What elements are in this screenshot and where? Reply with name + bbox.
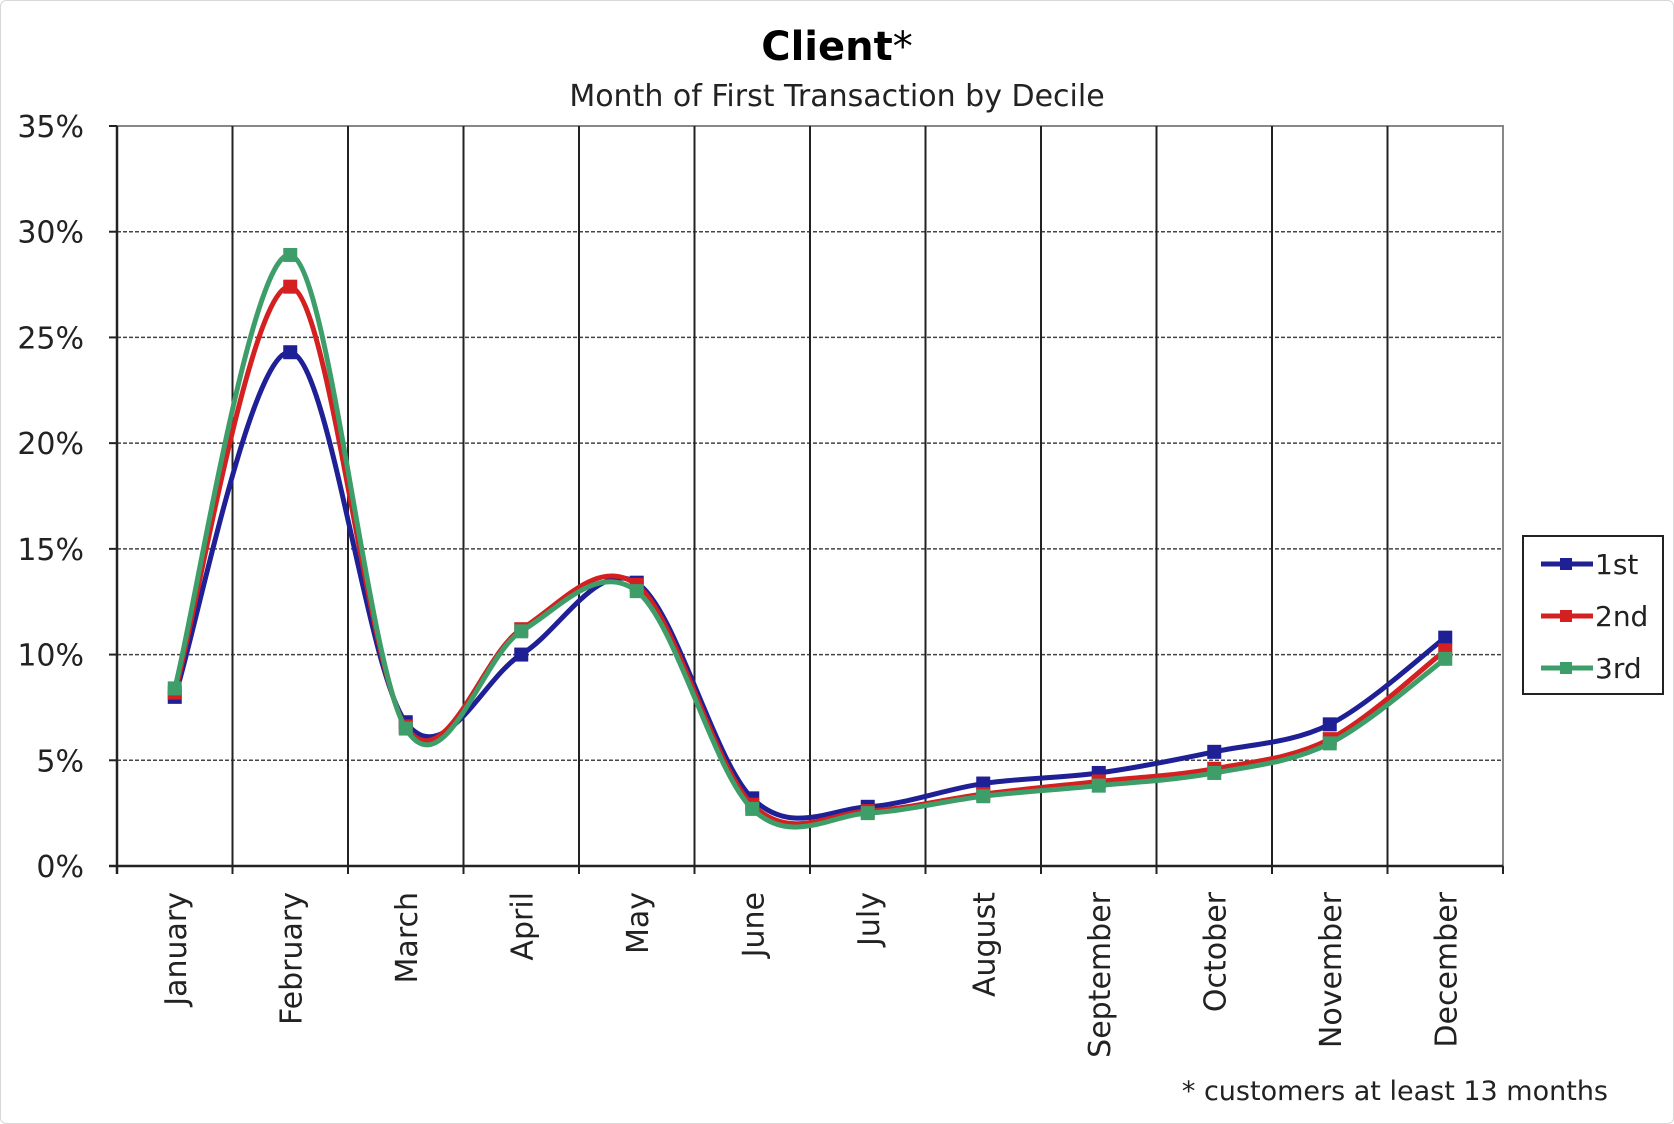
x-tick-label: November xyxy=(1314,891,1349,1048)
data-point xyxy=(745,801,760,816)
series-3rd xyxy=(167,247,1453,830)
y-tick-label: 10% xyxy=(17,639,84,674)
data-point xyxy=(1207,744,1222,759)
x-tick-label: October xyxy=(1198,891,1233,1012)
x-tick-label: August xyxy=(967,892,1002,997)
legend-item: 3rd xyxy=(1541,652,1642,685)
legend-label: 1st xyxy=(1595,548,1638,581)
x-tick-label: April xyxy=(505,892,540,961)
data-point xyxy=(398,721,413,736)
x-axis-ticks: January February March April May June July Augu… xyxy=(159,891,1465,1057)
x-tick-label: July xyxy=(852,892,887,948)
data-point xyxy=(629,584,644,599)
data-point xyxy=(976,776,991,791)
data-point xyxy=(1438,651,1453,666)
chart-title: Client* xyxy=(761,24,913,70)
data-point xyxy=(860,806,875,821)
chart-title-suffix: * xyxy=(893,24,913,70)
data-point xyxy=(1322,736,1337,751)
legend: 1st 2nd 3rd xyxy=(1522,535,1664,695)
legend-swatch-marker xyxy=(1560,662,1572,674)
x-tick-label: March xyxy=(390,892,425,983)
legend-swatch-marker xyxy=(1560,558,1572,570)
data-point xyxy=(514,647,529,662)
series-line xyxy=(172,252,1447,830)
y-tick-label: 20% xyxy=(17,427,84,462)
data-point xyxy=(283,247,298,262)
legend-swatch-marker xyxy=(1560,610,1572,622)
data-point xyxy=(283,279,298,294)
x-tick-label: June xyxy=(736,892,771,959)
x-tick-label: February xyxy=(274,892,309,1025)
y-tick-label: 15% xyxy=(17,533,84,568)
data-point xyxy=(1091,778,1106,793)
footnote: * customers at least 13 months xyxy=(1182,1076,1608,1107)
grid xyxy=(109,125,1504,874)
chart-title-main: Client xyxy=(761,24,893,70)
chart-subtitle: Month of First Transaction by Decile xyxy=(569,79,1104,114)
data-point xyxy=(167,681,182,696)
legend-item: 2nd xyxy=(1541,600,1648,633)
data-point xyxy=(1207,765,1222,780)
y-tick-label: 5% xyxy=(36,744,84,779)
data-point xyxy=(1438,630,1453,645)
data-point xyxy=(976,789,991,804)
legend-label: 2nd xyxy=(1595,600,1648,633)
data-point xyxy=(1322,717,1337,732)
y-tick-label: 25% xyxy=(17,321,84,356)
y-tick-label: 0% xyxy=(36,850,84,885)
x-tick-label: September xyxy=(1083,891,1118,1057)
legend-label: 3rd xyxy=(1595,652,1642,685)
series-layer xyxy=(167,247,1453,830)
data-point xyxy=(283,345,298,360)
data-point xyxy=(514,624,529,639)
legend-item: 1st xyxy=(1541,548,1638,581)
y-tick-label: 30% xyxy=(17,216,84,251)
y-tick-label: 35% xyxy=(17,110,84,145)
x-tick-label: May xyxy=(621,892,656,954)
y-axis-ticks: 0% 5% 10% 15% 20% 25% 30% 35% xyxy=(17,110,117,885)
x-tick-label: January xyxy=(159,892,194,1008)
x-tick-label: December xyxy=(1429,891,1464,1047)
